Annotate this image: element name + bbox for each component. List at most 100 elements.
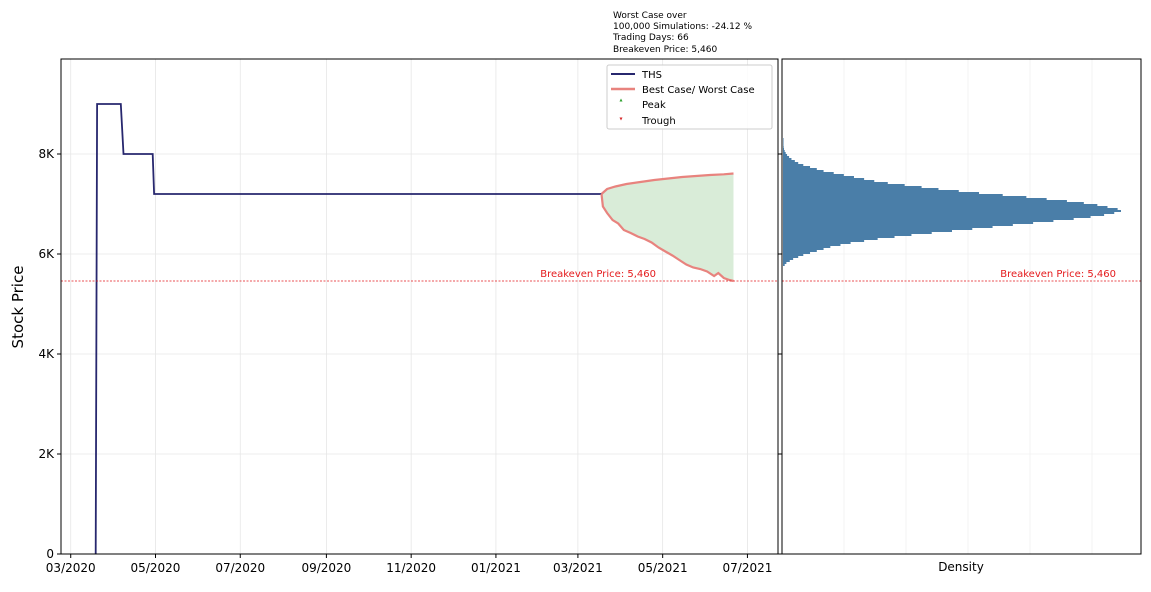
ths-line [94,103,602,555]
density-bar [783,200,1067,202]
x-tick-label: 05/2021 [638,561,688,575]
density-bar [783,240,865,242]
density-bar [783,156,790,158]
density-bar [783,238,878,240]
y-tick-label: 4K [38,347,55,361]
density-bar [783,154,788,156]
density-bar [783,250,817,252]
density-bar [783,180,875,182]
annotation-line-2: 100,000 Simulations: -24.12 % [613,22,752,32]
y-tick-label: 8K [38,147,55,161]
x-tick-label: 03/2020 [46,561,96,575]
density-bar [783,214,1105,216]
x-axis-ticks: 03/2020 05/2020 07/2020 09/2020 11/2020 01/20… [46,554,773,575]
density-bar [783,140,784,142]
density-breakeven-label: Breakeven Price: 5,460 [1000,269,1116,280]
density-bar [783,168,817,170]
density-grid [782,59,1141,555]
density-bar [783,208,1118,210]
density-bar [783,162,799,164]
x-tick-label: 01/2021 [471,561,521,575]
y-axis-label: Stock Price [9,266,27,349]
density-plot-frame [781,58,1142,555]
density-bar [783,252,811,254]
density-bar [783,224,1013,226]
density-bar [783,242,851,244]
density-bar [783,178,865,180]
density-bar [783,256,799,258]
density-bar [783,230,952,232]
density-bar [783,182,888,184]
x-tick-label: 05/2020 [131,561,181,575]
density-bar [783,264,785,266]
density-bar [783,176,854,178]
density-bar [783,190,959,192]
density-bar [783,198,1047,200]
density-bar [783,220,1054,222]
density-bar [783,248,824,250]
density-bar [783,246,831,248]
main-series [94,103,734,555]
density-bar [783,174,844,176]
density-bar [783,228,973,230]
main-breakeven: Breakeven Price: 5,460 [61,269,778,282]
density-bar [783,144,784,146]
density-bar [783,170,824,172]
density-bar [783,158,792,160]
density-bar [783,146,784,148]
density-breakeven: Breakeven Price: 5,460 [782,269,1141,282]
y-tick-label: 2K [38,447,55,461]
breakeven-label: Breakeven Price: 5,460 [540,269,656,280]
density-bar [783,172,834,174]
density-bar [783,258,794,260]
x-tick-label: 03/2021 [553,561,603,575]
density-bar [783,188,939,190]
y-tick-label: 0 [46,547,54,561]
density-bar [783,232,932,234]
annotation-line-3: Trading Days: 66 [612,33,689,43]
density-bar [783,138,784,140]
density-bar [783,148,785,150]
density-bar [783,202,1084,204]
legend-ths-label: THS [641,70,662,81]
density-bar [783,226,993,228]
y-axis-ticks: 0 2K 4K 6K 8K [38,147,61,561]
legend-best-worst-label: Best Case/ Worst Case [642,85,755,96]
density-bar [783,222,1034,224]
density-histogram [783,138,1121,266]
density-x-label: Density [938,560,984,574]
density-bar [783,262,787,264]
legend-trough-marker [619,117,623,121]
legend: THS Best Case/ Worst Case Peak Trough [606,64,773,130]
worst-case-line [600,193,734,283]
density-bar [783,152,786,154]
density-bar [783,234,912,236]
density-bar [783,210,1121,212]
x-tick-label: 07/2021 [723,561,773,575]
density-bar [783,184,905,186]
legend-trough-label: Trough [641,116,676,127]
best-worst-fill [601,173,734,281]
density-bar [783,160,795,162]
density-bar [783,260,790,262]
density-bar [783,194,1003,196]
density-bar [783,186,922,188]
density-bar [783,166,811,168]
density-bar [783,244,841,246]
best-worst-area [601,173,734,281]
density-bar [783,164,804,166]
best-case-line [600,172,734,195]
density-bar [783,142,784,144]
density-bar [783,236,895,238]
main-plot-frame [60,58,779,555]
legend-peak-marker [619,98,623,102]
main-grid [61,59,778,555]
legend-box [606,64,773,130]
x-tick-label: 07/2020 [215,561,265,575]
x-tick-label: 11/2020 [386,561,436,575]
density-bar [783,206,1108,208]
density-bar [783,212,1115,214]
density-bar [783,150,785,152]
